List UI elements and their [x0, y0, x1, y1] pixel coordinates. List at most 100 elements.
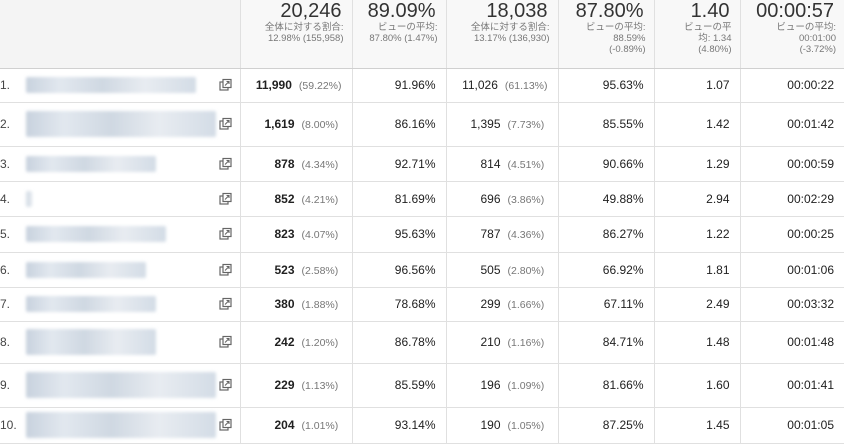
sessions-cell: 523 (2.58%)	[240, 252, 353, 288]
sessions-value: 204	[274, 418, 295, 432]
new-users-value: 505	[480, 262, 501, 277]
new-users-cell: 210 (1.16%)	[446, 321, 559, 364]
sessions-percent: (4.21%)	[301, 193, 339, 206]
avg-duration-value: 00:02:29	[787, 191, 834, 206]
redacted-page-title[interactable]	[26, 190, 32, 207]
bounce-rate-value: 86.27%	[602, 227, 644, 241]
pct-new-value: 86.78%	[394, 335, 436, 349]
pages-per-session-cell: 1.29	[654, 146, 741, 182]
row-index: 5.	[0, 227, 11, 241]
bounce-rate-value: 95.63%	[602, 78, 644, 92]
pages-per-session-value: 1.07	[706, 78, 730, 92]
pct-new-value: 95.63%	[394, 227, 436, 241]
table-row: 3. 878 (4.34%) 92.71% 814 (4.51%) 90.66% 1.29 00…	[0, 146, 844, 182]
pct-new-value: 81.69%	[394, 191, 436, 206]
table-row: 8. 242 (1.20%) 86.78% 210 (1.16%) 84.71% 1.48 00…	[0, 321, 844, 364]
sessions-value: 1,619	[264, 117, 295, 131]
new-users-cell: 814 (4.51%)	[446, 146, 559, 182]
avg-duration-cell: 00:01:05	[740, 407, 844, 444]
avg-duration-value: 00:01:42	[787, 117, 834, 131]
redacted-page-title[interactable]	[26, 412, 216, 438]
avg-duration-value: 00:01:06	[787, 262, 834, 277]
bounce-rate-value: 81.66%	[602, 378, 644, 392]
page-cell: 9.	[0, 363, 241, 408]
header-sub: 均: 1.34	[698, 33, 732, 44]
pct-new-cell: 96.56%	[352, 252, 447, 288]
header-sub: (-3.72%)	[799, 44, 836, 55]
bounce-rate-cell: 90.66%	[558, 146, 655, 182]
redacted-page-title[interactable]	[26, 155, 156, 172]
bounce-rate-cell: 81.66%	[558, 363, 655, 408]
redacted-page-title[interactable]	[26, 77, 196, 93]
header-bounce-rate: 87.80% ビューの平均: 88.59% (-0.89%)	[558, 0, 655, 69]
pct-new-cell: 93.14%	[352, 407, 447, 444]
redacted-page-title[interactable]	[26, 329, 156, 355]
header-sub: ビューの平均:	[776, 22, 836, 33]
pages-per-session-cell: 1.60	[654, 363, 741, 408]
avg-duration-cell: 00:02:29	[740, 181, 844, 217]
bounce-rate-value: 67.11%	[603, 297, 644, 311]
sessions-value: 242	[274, 335, 295, 349]
avg-duration-cell: 00:01:06	[740, 252, 844, 288]
new-users-percent: (1.16%)	[507, 337, 545, 349]
row-index: 8.	[0, 335, 11, 349]
redacted-page-title[interactable]	[26, 372, 216, 398]
row-index: 4.	[0, 191, 11, 206]
external-link-icon[interactable]	[218, 78, 232, 92]
pct-new-value: 92.71%	[394, 156, 436, 171]
header-total: 20,246	[280, 0, 342, 22]
pages-per-session-value: 1.81	[706, 262, 730, 277]
new-users-cell: 190 (1.05%)	[446, 407, 559, 444]
new-users-percent: (7.73%)	[507, 119, 545, 131]
sessions-value: 229	[274, 378, 295, 392]
external-link-icon[interactable]	[218, 297, 232, 311]
external-link-icon[interactable]	[218, 378, 232, 392]
external-link-icon[interactable]	[218, 418, 232, 432]
external-link-icon[interactable]	[218, 192, 232, 205]
external-link-icon[interactable]	[218, 227, 232, 241]
sessions-cell: 11,990 (59.22%)	[240, 68, 353, 103]
external-link-icon[interactable]	[218, 335, 232, 349]
sessions-cell: 1,619 (8.00%)	[240, 102, 353, 147]
redacted-page-title[interactable]	[26, 226, 166, 242]
page-cell: 5.	[0, 216, 241, 253]
table-row: 2. 1,619 (8.00%) 86.16% 1,395 (7.73%) 85.55% 1.…	[0, 102, 844, 147]
new-users-percent: (1.66%)	[507, 299, 545, 311]
bounce-rate-value: 85.55%	[602, 117, 644, 131]
header-sub: (4.80%)	[698, 44, 732, 55]
avg-duration-cell: 00:01:41	[740, 363, 844, 408]
page-cell: 3.	[0, 146, 241, 182]
bounce-rate-cell: 95.63%	[558, 68, 655, 103]
avg-duration-value: 00:01:41	[787, 378, 834, 392]
header-sub: 12.98% (155,958)	[267, 33, 344, 44]
table-row: 4. 852 (4.21%) 81.69% 696 (3.86%) 49.88% 2.94 00…	[0, 181, 844, 217]
new-users-cell: 696 (3.86%)	[446, 181, 559, 217]
bounce-rate-value: 66.92%	[602, 262, 644, 277]
new-users-cell: 299 (1.66%)	[446, 287, 559, 322]
bounce-rate-value: 84.71%	[602, 335, 644, 349]
external-link-icon[interactable]	[218, 263, 232, 276]
redacted-page-title[interactable]	[26, 261, 146, 278]
external-link-icon[interactable]	[218, 157, 232, 170]
bounce-rate-cell: 86.27%	[558, 216, 655, 253]
header-sub: 88.59%	[613, 33, 646, 44]
pages-per-session-value: 1.42	[706, 117, 730, 131]
new-users-value: 299	[480, 297, 501, 311]
page-cell: 7.	[0, 287, 241, 322]
sessions-cell: 878 (4.34%)	[240, 146, 353, 182]
sessions-cell: 229 (1.13%)	[240, 363, 353, 408]
sessions-percent: (4.07%)	[301, 229, 339, 241]
pages-per-session-cell: 1.42	[654, 102, 741, 147]
sessions-percent: (1.13%)	[301, 380, 339, 392]
redacted-page-title[interactable]	[26, 111, 216, 137]
avg-duration-cell: 00:03:32	[740, 287, 844, 322]
pages-per-session-value: 1.48	[706, 335, 730, 349]
external-link-icon[interactable]	[218, 117, 232, 131]
avg-duration-value: 00:00:25	[787, 227, 834, 241]
avg-duration-value: 00:01:48	[787, 335, 834, 349]
table-row: 5. 823 (4.07%) 95.63% 787 (4.36%) 86.27% 1.22 00…	[0, 216, 844, 253]
sessions-percent: (8.00%)	[301, 119, 339, 131]
redacted-page-title[interactable]	[26, 296, 156, 312]
new-users-value: 696	[480, 191, 501, 206]
